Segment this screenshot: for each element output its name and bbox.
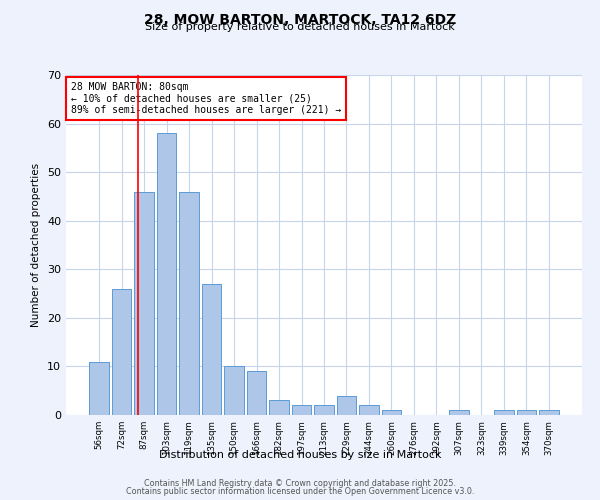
- Text: Size of property relative to detached houses in Martock: Size of property relative to detached ho…: [145, 22, 455, 32]
- Text: 28 MOW BARTON: 80sqm
← 10% of detached houses are smaller (25)
89% of semi-detac: 28 MOW BARTON: 80sqm ← 10% of detached h…: [71, 82, 341, 115]
- Bar: [449, 410, 469, 415]
- Bar: [202, 284, 221, 415]
- Bar: [89, 362, 109, 415]
- Bar: [224, 366, 244, 415]
- Text: Distribution of detached houses by size in Martock: Distribution of detached houses by size …: [159, 450, 441, 460]
- Bar: [494, 410, 514, 415]
- Bar: [359, 406, 379, 415]
- Bar: [134, 192, 154, 415]
- Bar: [517, 410, 536, 415]
- Bar: [337, 396, 356, 415]
- Text: 28, MOW BARTON, MARTOCK, TA12 6DZ: 28, MOW BARTON, MARTOCK, TA12 6DZ: [144, 12, 456, 26]
- Bar: [112, 288, 131, 415]
- Bar: [314, 406, 334, 415]
- Bar: [382, 410, 401, 415]
- Y-axis label: Number of detached properties: Number of detached properties: [31, 163, 41, 327]
- Bar: [157, 134, 176, 415]
- Bar: [179, 192, 199, 415]
- Bar: [292, 406, 311, 415]
- Bar: [269, 400, 289, 415]
- Text: Contains HM Land Registry data © Crown copyright and database right 2025.: Contains HM Land Registry data © Crown c…: [144, 478, 456, 488]
- Text: Contains public sector information licensed under the Open Government Licence v3: Contains public sector information licen…: [126, 487, 474, 496]
- Bar: [539, 410, 559, 415]
- Bar: [247, 372, 266, 415]
